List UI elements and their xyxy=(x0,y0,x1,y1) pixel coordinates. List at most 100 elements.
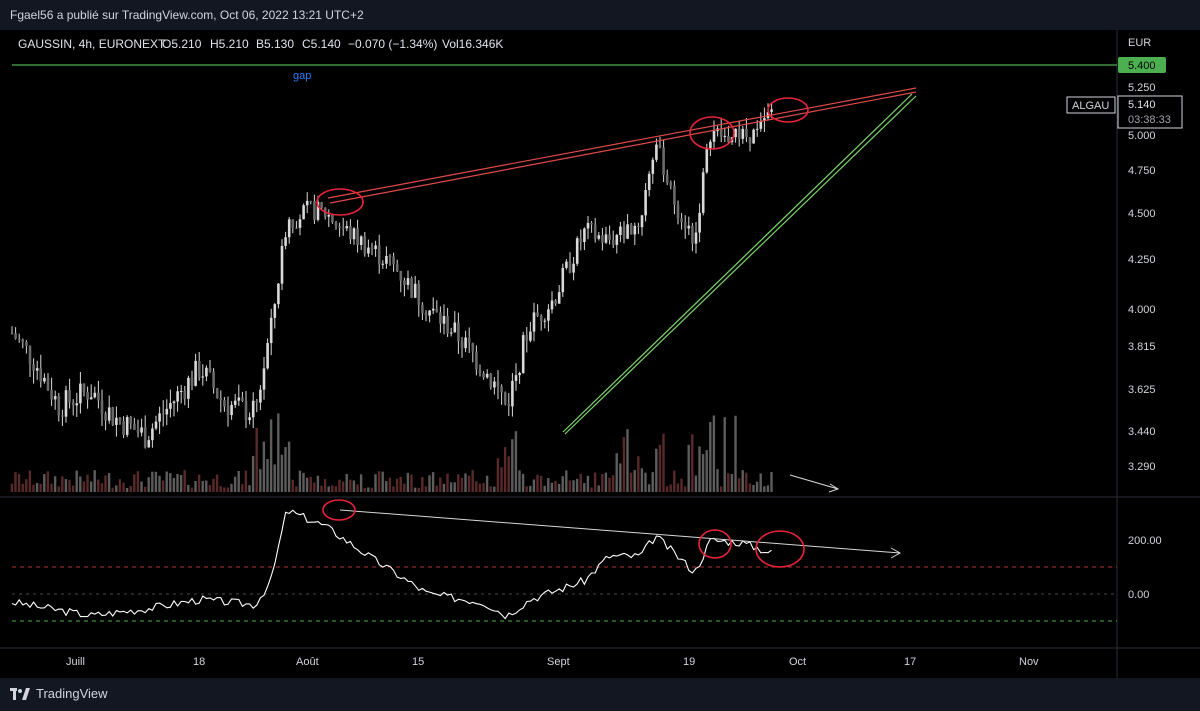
volume-bar xyxy=(496,458,500,492)
level-badge-bg xyxy=(1118,57,1166,73)
candle-body xyxy=(701,172,705,213)
volume-bar xyxy=(230,483,233,492)
tradingview-logo[interactable]: TradingView xyxy=(10,686,108,701)
volume-bar xyxy=(100,483,104,492)
candle-body xyxy=(212,371,215,389)
candle-body xyxy=(154,421,158,429)
candle-body xyxy=(449,332,453,334)
indicator-divergence-line xyxy=(339,509,902,559)
support-trendline[interactable] xyxy=(562,93,917,435)
candle-body xyxy=(529,331,532,341)
candle-body xyxy=(691,225,694,244)
volume-bar xyxy=(579,473,582,492)
candle-body xyxy=(752,129,755,144)
candle-body xyxy=(25,342,28,346)
resistance-trendline[interactable] xyxy=(327,87,917,204)
candle-body xyxy=(226,406,230,416)
candle-body xyxy=(273,304,277,318)
candle-body xyxy=(363,236,367,254)
volume-bar xyxy=(734,415,737,492)
volume-bar xyxy=(115,485,118,492)
candle-body xyxy=(507,403,511,407)
candle-body xyxy=(205,367,208,377)
candle-body xyxy=(176,391,179,402)
volume-bar xyxy=(763,486,766,492)
volume-bar xyxy=(712,415,716,492)
candle-body xyxy=(737,128,741,139)
candle-body xyxy=(475,351,478,370)
volume-bar xyxy=(273,464,276,492)
candle-body xyxy=(615,234,619,245)
volume-bar xyxy=(284,447,287,492)
candle-body xyxy=(669,182,673,186)
indicator-circle-3 xyxy=(755,530,805,568)
candle-body xyxy=(284,237,287,246)
candle-body xyxy=(399,270,403,281)
candle-body xyxy=(385,255,388,264)
indicator-circle-2 xyxy=(698,529,732,559)
indicator-pane[interactable]: 200.00 0.00 xyxy=(11,499,1162,622)
candle-body xyxy=(68,390,71,403)
volume-bar xyxy=(61,476,64,492)
candle-body xyxy=(395,264,399,271)
candle-body xyxy=(694,232,698,244)
candle-body xyxy=(745,128,748,138)
candle-body xyxy=(651,159,655,174)
candle-body xyxy=(298,219,302,228)
chart-frame[interactable]: GAUSSIN, 4h, EURONEXT O5.210 H5.210 B5.1… xyxy=(0,30,1200,678)
candle-body xyxy=(431,308,435,311)
candle-body xyxy=(341,227,345,229)
volume-bar xyxy=(514,431,518,492)
volume-bar xyxy=(208,485,212,492)
candle-body xyxy=(557,292,561,304)
volume-bar xyxy=(367,487,370,492)
time-label: 19 xyxy=(683,656,695,668)
price-axis-ticks: 5.250 5.000 4.750 4.500 4.250 4.000 3.815 3.625… xyxy=(1128,82,1156,473)
candle-body xyxy=(626,224,629,239)
candle-body xyxy=(367,247,370,254)
volume-bar xyxy=(118,479,122,492)
volume-bar xyxy=(593,472,597,492)
candle-body xyxy=(698,212,701,233)
volume-bar xyxy=(298,470,302,492)
candle-body xyxy=(230,404,233,416)
volume-bar xyxy=(71,485,75,492)
volume-bar xyxy=(737,478,741,492)
volume-bar xyxy=(493,486,496,492)
candle-body xyxy=(352,228,356,240)
candle-body xyxy=(93,392,97,398)
volume-bar xyxy=(665,486,669,492)
ohlc-low: B5.130 xyxy=(256,37,294,51)
chart-svg[interactable]: GAUSSIN, 4h, EURONEXT O5.210 H5.210 B5.1… xyxy=(0,30,1200,678)
volume-bar xyxy=(691,434,694,492)
candle-body xyxy=(147,440,151,448)
candle-body xyxy=(439,312,442,324)
candle-body xyxy=(287,219,291,238)
volume-bar xyxy=(557,483,561,492)
candle-body xyxy=(190,377,194,386)
price-top-circle-1 xyxy=(316,188,364,216)
candle-body xyxy=(417,283,421,305)
candle-body xyxy=(586,223,590,229)
volume-bar xyxy=(165,471,168,492)
volume-bar xyxy=(503,447,507,492)
volume-bar xyxy=(107,473,111,492)
volume-bar xyxy=(10,483,14,492)
volume-bar xyxy=(539,475,543,492)
candle-body xyxy=(140,427,143,433)
candle-body xyxy=(248,417,251,421)
volume-bar xyxy=(521,473,525,492)
candle-body xyxy=(539,315,543,321)
candle-body xyxy=(356,228,359,245)
volume-bar xyxy=(694,475,698,492)
volume-bar xyxy=(550,482,554,492)
candle-body xyxy=(244,400,248,421)
candle-body xyxy=(424,313,428,316)
volume-bar xyxy=(53,476,57,492)
volume-bar xyxy=(359,474,363,492)
volume-bar xyxy=(719,486,723,492)
currency-label: EUR xyxy=(1128,37,1151,49)
candle-body xyxy=(151,428,154,441)
volume-bar xyxy=(543,485,546,492)
candle-body xyxy=(388,255,392,257)
